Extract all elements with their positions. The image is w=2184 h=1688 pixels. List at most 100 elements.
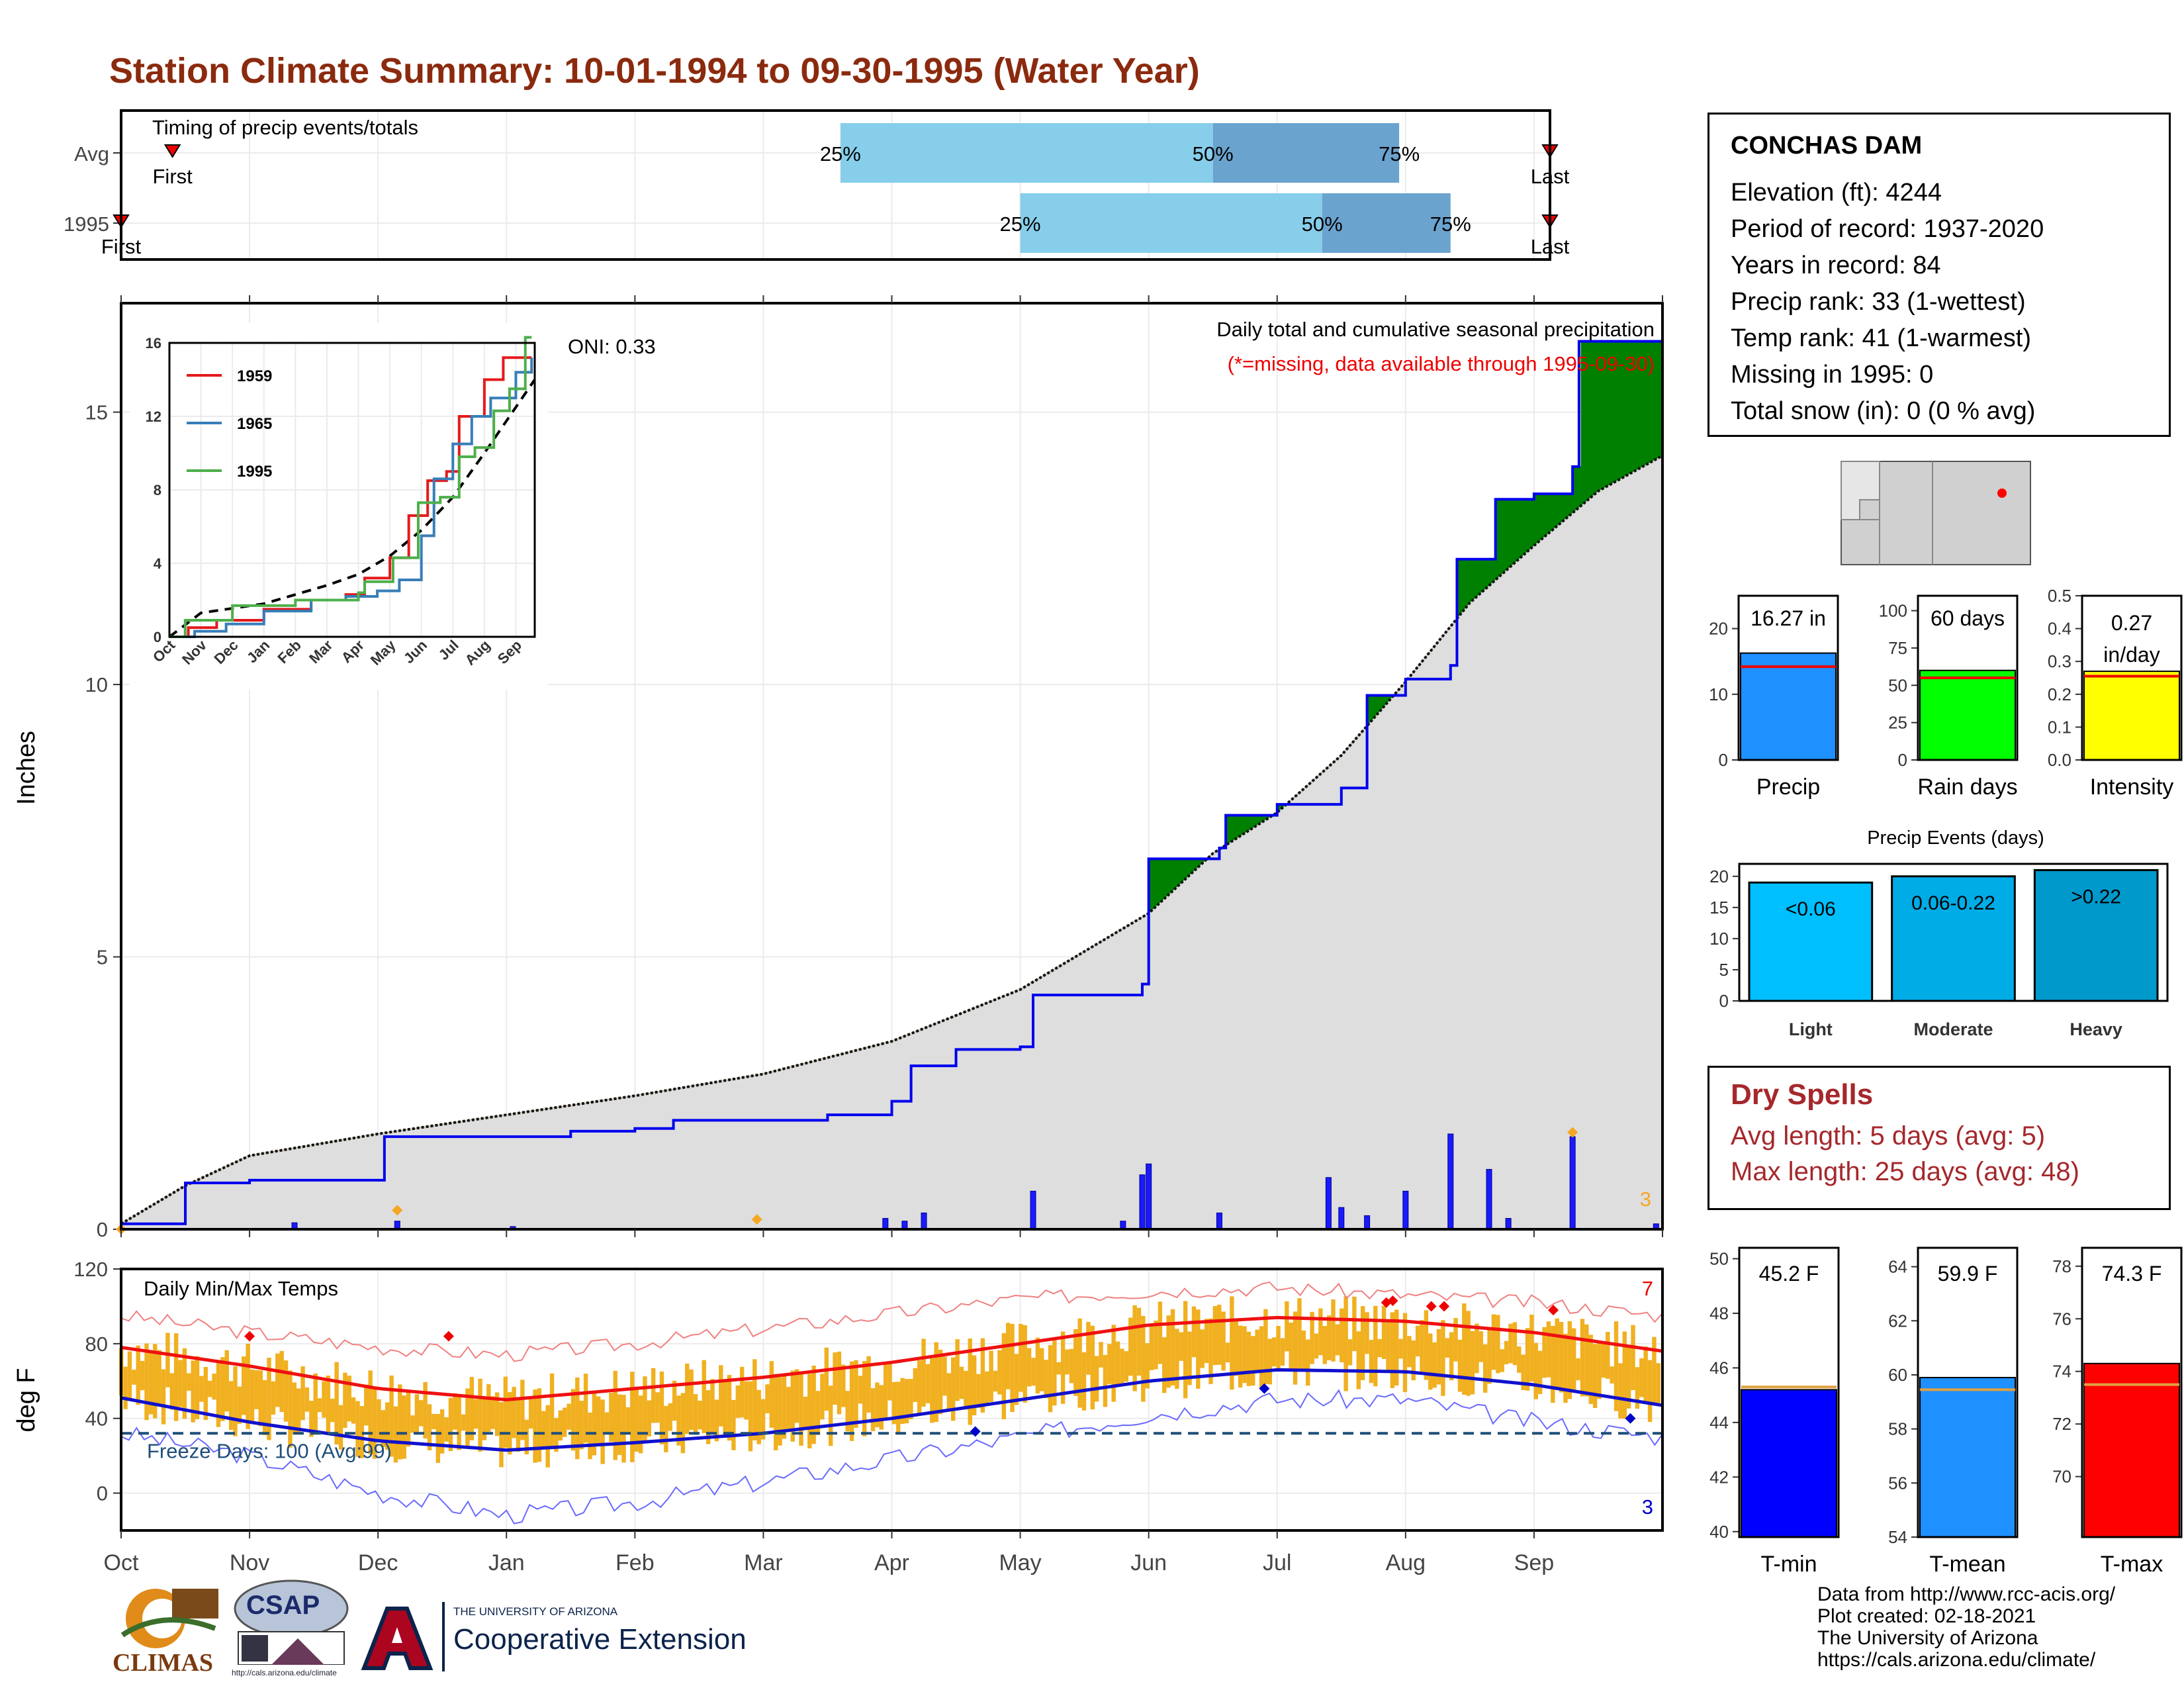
inset-bg bbox=[130, 323, 548, 690]
daily-temp-bar bbox=[1470, 1331, 1475, 1395]
inset-border bbox=[168, 342, 536, 638]
surplus-segment bbox=[1551, 493, 1556, 532]
station-location-marker bbox=[1997, 489, 2007, 498]
daily-temp-bar bbox=[676, 1395, 681, 1446]
daily-temp-bar bbox=[1411, 1340, 1416, 1381]
daily-temp-bar bbox=[647, 1400, 652, 1436]
daily-temp-bar bbox=[672, 1380, 677, 1421]
surplus-segment bbox=[1521, 498, 1526, 558]
daily-temp-bar bbox=[562, 1407, 567, 1437]
daily-temp-bar bbox=[296, 1388, 301, 1434]
daily-temp-bar bbox=[195, 1356, 200, 1419]
daily-temp-bar bbox=[457, 1394, 461, 1450]
daily-temp-bar bbox=[1449, 1332, 1454, 1381]
station-elevation: Elevation (ft): 4244 bbox=[1731, 179, 1942, 207]
daily-temp-bar bbox=[1065, 1349, 1069, 1375]
daily-temp-bar bbox=[537, 1388, 542, 1462]
daily-temp-bar bbox=[1567, 1321, 1572, 1399]
daily-temp-bar bbox=[448, 1397, 453, 1452]
daily-temp-bar bbox=[925, 1364, 931, 1403]
inset-ytick-label: 4 bbox=[154, 555, 162, 572]
record-high-marker-icon bbox=[443, 1331, 454, 1342]
daily-temp-bar bbox=[182, 1348, 187, 1419]
mini-ytick-label: 0 bbox=[1898, 750, 1907, 770]
events-ytick-label: 10 bbox=[1709, 929, 1729, 949]
daily-temp-bar bbox=[1588, 1335, 1593, 1404]
daily-temp-bar bbox=[524, 1419, 529, 1455]
surplus-segment bbox=[1234, 815, 1240, 841]
daily-temp-bar bbox=[980, 1338, 985, 1413]
daily-temp-bar bbox=[824, 1347, 829, 1411]
daily-temp-bar bbox=[520, 1380, 525, 1440]
daily-temp-bar bbox=[794, 1369, 799, 1423]
daily-temp-bar bbox=[1120, 1348, 1124, 1385]
daily-temp-bar bbox=[1280, 1338, 1285, 1366]
daily-temp-bar bbox=[1221, 1311, 1226, 1371]
daily-temp-bar bbox=[1297, 1298, 1302, 1369]
daily-temp-bar bbox=[705, 1390, 711, 1444]
daily-temp-bar bbox=[1432, 1342, 1437, 1388]
daily-temp-bar bbox=[1001, 1333, 1006, 1419]
mini-bar-frame bbox=[1917, 594, 2019, 761]
daily-temp-bar bbox=[1175, 1329, 1179, 1389]
daily-temp-bar bbox=[1107, 1344, 1112, 1384]
daily-temp-bar bbox=[858, 1376, 863, 1404]
record-low-marker-icon bbox=[1259, 1383, 1270, 1394]
daily-temp-bar bbox=[1276, 1326, 1281, 1370]
daily-temp-bar bbox=[664, 1405, 668, 1452]
mini-ytick-label: 64 bbox=[1888, 1257, 1907, 1277]
daily-temp-bar bbox=[1517, 1346, 1522, 1373]
daily-temp-bar bbox=[212, 1374, 216, 1400]
events-bar-name: Light bbox=[1789, 1019, 1833, 1039]
station-years: Years in record: 84 bbox=[1731, 252, 1941, 279]
daily-temp-bar bbox=[702, 1360, 706, 1434]
record-low-marker-icon bbox=[1625, 1413, 1636, 1424]
daily-temp-bar bbox=[1483, 1344, 1488, 1393]
daily-temp-bar bbox=[723, 1379, 727, 1435]
extreme-precip-marker-icon bbox=[751, 1214, 762, 1225]
daily-temp-bar bbox=[461, 1414, 466, 1431]
mini-bar-frame bbox=[1738, 1246, 1840, 1538]
daily-temp-bar bbox=[921, 1338, 926, 1407]
timing-q75-label: 75% bbox=[1379, 142, 1420, 165]
ua-divider bbox=[442, 1602, 445, 1671]
mini-bar-t-max bbox=[2083, 1362, 2180, 1538]
daily-temp-bar bbox=[845, 1391, 850, 1432]
mini-ytick-label: 42 bbox=[1709, 1467, 1729, 1487]
daily-temp-bar bbox=[1508, 1323, 1513, 1364]
timing-q50-label: 50% bbox=[1302, 212, 1343, 236]
daily-temp-bar bbox=[385, 1402, 390, 1450]
daily-temp-bar bbox=[1191, 1306, 1197, 1358]
daily-precip-bar bbox=[1364, 1215, 1371, 1230]
daily-temp-bar bbox=[1225, 1342, 1230, 1363]
mini-ytick-label: 48 bbox=[1709, 1303, 1729, 1323]
surplus-segment bbox=[1165, 858, 1171, 898]
daily-temp-bar bbox=[423, 1382, 428, 1439]
daily-temp-bar bbox=[1081, 1352, 1087, 1411]
daily-temp-bar bbox=[739, 1366, 745, 1418]
month-label: Mar bbox=[744, 1550, 783, 1575]
daily-temp-bar bbox=[1179, 1332, 1183, 1361]
daily-temp-bar bbox=[1466, 1311, 1471, 1396]
precip-ylabel: Inches bbox=[13, 731, 40, 805]
month-label: Jan bbox=[488, 1550, 525, 1575]
daily-temp-bar bbox=[1052, 1337, 1057, 1406]
surplus-segment bbox=[1504, 498, 1509, 573]
surplus-segment bbox=[1478, 559, 1483, 596]
oni-label: ONI: 0.33 bbox=[568, 335, 656, 358]
daily-temp-bar bbox=[372, 1388, 377, 1459]
daily-temp-bar bbox=[592, 1393, 597, 1456]
daily-temp-bar bbox=[1056, 1362, 1061, 1375]
daily-temp-bar bbox=[799, 1373, 803, 1446]
daily-temp-bar bbox=[444, 1417, 449, 1442]
daily-temp-bar bbox=[600, 1399, 605, 1464]
daily-temp-bar bbox=[972, 1355, 977, 1416]
station-name: CONCHAS DAM bbox=[1731, 132, 1923, 160]
daily-precip-bar bbox=[1216, 1212, 1222, 1230]
daily-temp-bar bbox=[427, 1404, 432, 1450]
daily-temp-bar bbox=[1048, 1345, 1053, 1413]
events-bar-label: >0.22 bbox=[2071, 886, 2121, 908]
daily-temp-bar bbox=[1031, 1358, 1036, 1386]
daily-temp-bar bbox=[1128, 1317, 1133, 1376]
